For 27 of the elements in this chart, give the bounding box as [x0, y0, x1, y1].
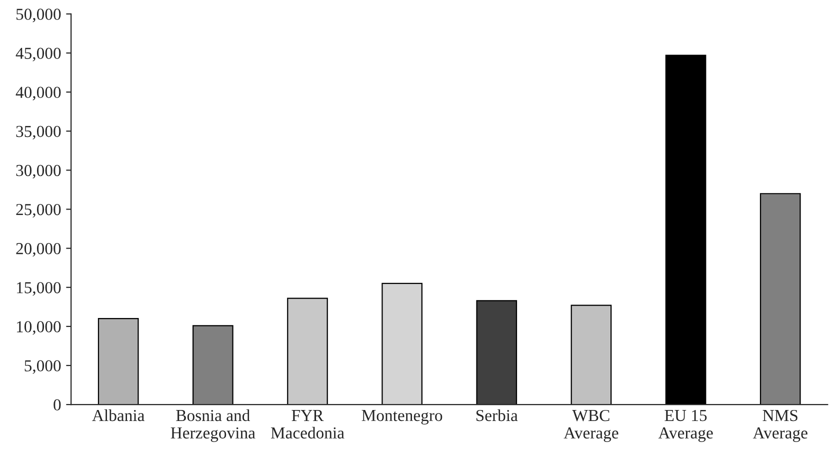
x-tick-label: Bosnia and Herzegovina	[170, 409, 256, 442]
x-tick-label: Serbia	[476, 409, 518, 422]
y-tick-label: 40,000	[16, 86, 61, 100]
x-tick-label: FYR Macedonia	[270, 410, 344, 439]
x-tick-label: Albania	[92, 409, 144, 422]
y-tick-label: 10,000	[16, 321, 61, 335]
bar	[665, 54, 706, 405]
bar	[382, 282, 422, 405]
bar	[287, 298, 328, 405]
x-tick-label: NMS Average	[752, 410, 808, 442]
y-tick-label: 0	[54, 399, 61, 410]
y-tick-label: 20,000	[16, 243, 61, 257]
y-tick-label: 5,000	[24, 360, 61, 374]
y-tick-label: 35,000	[16, 126, 61, 140]
y-tick-label: 15,000	[16, 282, 61, 296]
y-tick-label: 45,000	[16, 48, 61, 62]
bar	[760, 193, 801, 405]
y-tick-label: 25,000	[16, 204, 61, 218]
bar	[570, 304, 612, 405]
bar	[192, 325, 234, 405]
y-tick-label: 50,000	[16, 8, 61, 22]
y-tick-label: 30,000	[16, 164, 61, 179]
x-tick-label: WBC Average	[564, 410, 618, 442]
x-tick-label: Montenegro	[362, 410, 442, 425]
bar	[476, 300, 518, 405]
x-tick-label: EU 15 Average	[658, 410, 713, 442]
bar	[98, 318, 139, 405]
